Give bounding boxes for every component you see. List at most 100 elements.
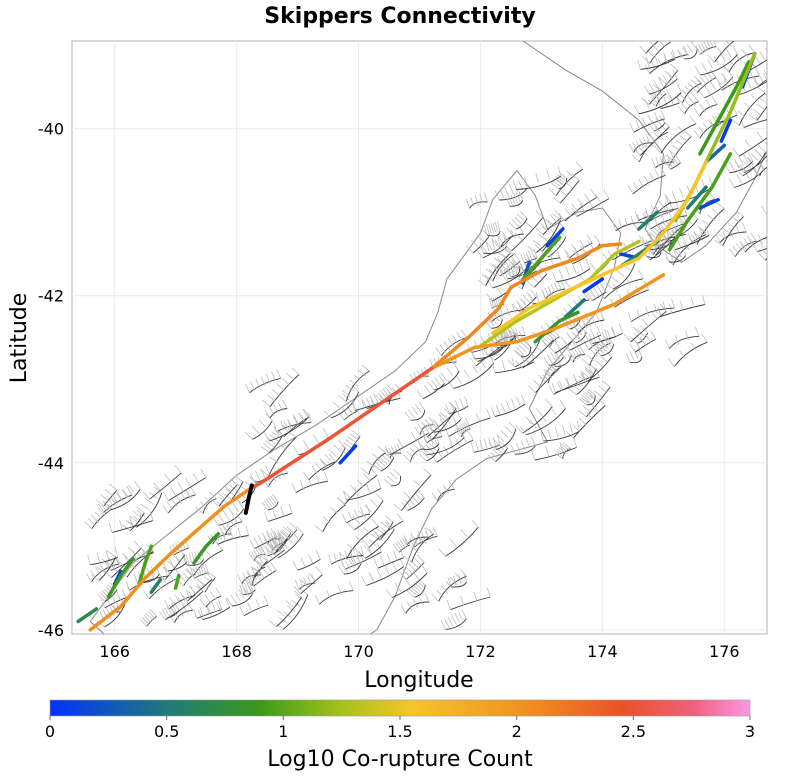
fault-patch-outline bbox=[519, 297, 527, 306]
fault-patch-outline bbox=[563, 249, 571, 259]
fault-patch-outline bbox=[623, 334, 631, 343]
fault-patch-outline bbox=[665, 88, 672, 98]
fault-patch-outline bbox=[503, 269, 512, 277]
fault-patch-outline bbox=[603, 336, 611, 344]
fault-patch-outline bbox=[577, 198, 585, 208]
fault-patch-outline bbox=[230, 594, 237, 604]
fault-trace bbox=[572, 354, 586, 363]
y-tick-label: -44 bbox=[38, 454, 64, 473]
fault-patch-outline bbox=[162, 577, 169, 587]
fault-trace bbox=[543, 430, 581, 442]
fault-patch-outline bbox=[263, 432, 270, 442]
fault-patch-outline bbox=[293, 586, 301, 595]
fault-patch-outline bbox=[505, 247, 515, 255]
fault-patch-outline bbox=[483, 192, 488, 203]
fault-trace bbox=[414, 585, 426, 598]
fault-patch-outline bbox=[410, 447, 418, 456]
fault-patch-outline bbox=[426, 424, 434, 433]
fault-patch-outline bbox=[521, 394, 526, 405]
fault-patch-outline bbox=[693, 129, 701, 139]
fault-patch-outline bbox=[711, 95, 718, 105]
colorbar-tick-label: 2.5 bbox=[621, 722, 646, 741]
fault-patch-outline bbox=[500, 333, 507, 343]
fault-patch-outline bbox=[582, 405, 591, 413]
fault-patch-outline bbox=[289, 522, 298, 530]
fault-patch-outline bbox=[689, 115, 697, 124]
fault-patch-outline bbox=[415, 404, 422, 413]
fault-patch-outline bbox=[682, 47, 689, 56]
fault-patch-outline bbox=[465, 198, 470, 209]
fault-patch-outline bbox=[657, 32, 663, 40]
fault-patch-outline bbox=[684, 86, 693, 94]
fault-trace bbox=[167, 494, 196, 514]
fault-patch-outline bbox=[126, 486, 133, 496]
fault-patch-outline bbox=[679, 300, 684, 311]
fault-patch-outline bbox=[712, 41, 717, 47]
fault-patch-outline bbox=[439, 412, 449, 420]
fault-patch-outline bbox=[725, 41, 732, 47]
fault-patch-outline bbox=[746, 79, 752, 89]
fault-patch-outline bbox=[517, 213, 525, 222]
fault-patch-outline bbox=[204, 595, 212, 604]
fault-patch-outline bbox=[435, 433, 440, 444]
fault-patch-outline bbox=[209, 591, 217, 601]
fault-trace bbox=[368, 452, 387, 475]
fault-patch-outline bbox=[254, 572, 262, 582]
fault-patch-outline bbox=[338, 439, 346, 448]
fault-patch-outline bbox=[200, 565, 205, 576]
fault-patch-outline bbox=[532, 239, 542, 247]
fault-patch-outline bbox=[594, 359, 603, 367]
fault-patch-outline bbox=[658, 41, 666, 48]
fault-patch-outline bbox=[376, 542, 382, 553]
fault-patch-outline bbox=[541, 340, 550, 348]
fault-patch-outline bbox=[508, 221, 517, 230]
fault-patch-outline bbox=[369, 499, 378, 507]
fault-patch-outline bbox=[654, 169, 661, 179]
fault-patch-outline bbox=[351, 556, 358, 566]
fault-patch-outline bbox=[496, 221, 501, 232]
fault-patch-outline bbox=[510, 261, 519, 269]
fault-patch-outline bbox=[676, 93, 680, 104]
fault-patch-outline bbox=[540, 431, 544, 442]
fault-patch-outline bbox=[170, 487, 177, 497]
fault-patch-outline bbox=[540, 413, 547, 422]
fault-patch-outline bbox=[579, 203, 586, 213]
fault-trace bbox=[343, 563, 362, 575]
fault-patch-outline bbox=[784, 227, 788, 236]
fault-patch-outline bbox=[100, 598, 106, 609]
fault-patch-outline bbox=[475, 413, 481, 423]
fault-patch-outline bbox=[633, 148, 641, 156]
fault-trace bbox=[419, 424, 435, 436]
fault-trace bbox=[522, 406, 553, 434]
fault-patch-outline bbox=[337, 497, 346, 506]
fault-patch-outline bbox=[485, 268, 495, 276]
fault-patch-outline bbox=[552, 272, 557, 282]
fault-patch-outline bbox=[352, 516, 361, 525]
fault-trace bbox=[330, 391, 360, 419]
fault-trace bbox=[739, 80, 767, 96]
fault-patch-outline bbox=[392, 468, 401, 477]
fault-patch-outline bbox=[740, 243, 746, 253]
fault-patch-outline bbox=[641, 97, 650, 105]
fault-patch-outline bbox=[351, 430, 361, 437]
fault-patch-outline bbox=[386, 475, 395, 483]
fault-patch-outline bbox=[417, 578, 426, 586]
fault-patch-outline bbox=[343, 442, 352, 449]
rupture-segment bbox=[192, 532, 221, 565]
fault-patch-outline bbox=[590, 189, 598, 198]
fault-patch-outline bbox=[726, 48, 732, 59]
fault-patch-outline bbox=[737, 110, 746, 118]
fault-patch-outline bbox=[596, 285, 603, 295]
fault-patch-outline bbox=[164, 599, 170, 610]
fault-trace bbox=[445, 618, 467, 630]
fault-patch-outline bbox=[590, 395, 599, 403]
fault-patch-outline bbox=[295, 594, 305, 601]
fault-patch-outline bbox=[431, 453, 437, 463]
fault-patch-outline bbox=[777, 197, 782, 206]
fault-patch-outline bbox=[508, 421, 517, 430]
fault-patch-outline bbox=[177, 597, 185, 606]
fault-patch-outline bbox=[414, 492, 422, 501]
fault-patch-outline bbox=[238, 589, 245, 599]
fault-patch-outline bbox=[383, 478, 392, 486]
fault-patch-outline bbox=[227, 506, 234, 516]
